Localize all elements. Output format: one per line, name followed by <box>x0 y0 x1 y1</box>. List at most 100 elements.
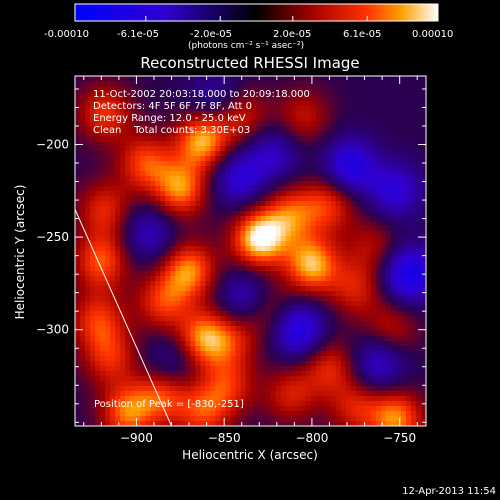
heatmap-cell <box>140 401 146 407</box>
heatmap-cell <box>285 331 292 337</box>
heatmap-cell <box>295 116 302 122</box>
heatmap-cell <box>320 246 327 252</box>
heatmap-cell <box>205 366 211 372</box>
heatmap-cell <box>105 331 111 337</box>
heatmap-cell <box>305 126 312 132</box>
heatmap-cell <box>290 166 297 172</box>
heatmap-cell <box>100 226 106 232</box>
heatmap-cell <box>345 386 352 392</box>
heatmap-cell <box>330 81 337 87</box>
heatmap-cell <box>335 256 342 262</box>
heatmap-cell <box>365 141 372 147</box>
heatmap-cell <box>360 366 367 372</box>
heatmap-cell <box>205 421 211 426</box>
heatmap-cell <box>260 96 267 102</box>
heatmap-cell <box>170 286 176 292</box>
heatmap-cell <box>415 136 422 142</box>
heatmap-cell <box>280 296 287 302</box>
heatmap-cell <box>420 416 426 422</box>
heatmap-cell <box>250 191 257 197</box>
heatmap-cell <box>160 211 166 217</box>
heatmap-cell <box>115 291 121 297</box>
heatmap-cell <box>400 376 407 382</box>
heatmap-cell <box>350 271 357 277</box>
heatmap-cell <box>395 86 402 92</box>
heatmap-cell <box>380 381 387 387</box>
heatmap-cell <box>380 116 387 122</box>
heatmap-cell <box>360 326 367 332</box>
heatmap-cell <box>165 196 171 202</box>
heatmap-cell <box>210 116 216 122</box>
heatmap-cell <box>285 241 292 247</box>
heatmap-cell <box>170 351 176 357</box>
heatmap-cell <box>220 351 227 357</box>
heatmap-cell <box>350 91 357 97</box>
heatmap-cell <box>140 241 146 247</box>
heatmap-cell <box>160 241 166 247</box>
heatmap-cell <box>315 311 322 317</box>
heatmap-cell <box>220 261 227 267</box>
heatmap-cell <box>135 251 141 257</box>
heatmap-cell <box>180 106 186 112</box>
heatmap-cell <box>210 401 216 407</box>
heatmap-cell <box>380 201 387 207</box>
heatmap-cell <box>95 371 101 377</box>
heatmap-cell <box>350 246 357 252</box>
heatmap-cell <box>120 411 126 417</box>
heatmap-cell <box>90 416 96 422</box>
heatmap-cell <box>315 316 322 322</box>
heatmap-cell <box>390 91 397 97</box>
heatmap-cell <box>165 321 171 327</box>
heatmap-cell <box>310 286 317 292</box>
heatmap-cell <box>360 126 367 132</box>
heatmap-cell <box>250 266 257 272</box>
heatmap-cell <box>300 146 307 152</box>
heatmap-cell <box>200 216 206 222</box>
heatmap-cell <box>320 206 327 212</box>
heatmap-cell <box>340 166 347 172</box>
heatmap-cell <box>135 266 141 272</box>
heatmap-cell <box>215 241 222 247</box>
heatmap-cell <box>410 176 417 182</box>
heatmap-cell <box>225 366 232 372</box>
heatmap-cell <box>380 86 387 92</box>
heatmap-cell <box>345 381 352 387</box>
heatmap-cell <box>365 171 372 177</box>
heatmap-cell <box>200 171 206 177</box>
heatmap-cell <box>265 176 272 182</box>
heatmap-cell <box>100 396 106 402</box>
heatmap-cell <box>260 361 267 367</box>
heatmap-cell <box>215 301 222 307</box>
heatmap-cell <box>150 126 156 132</box>
heatmap-cell <box>295 386 302 392</box>
heatmap-cell <box>380 111 387 117</box>
heatmap-cell <box>335 316 342 322</box>
heatmap-cell <box>190 186 196 192</box>
heatmap-cell <box>390 376 397 382</box>
heatmap-cell <box>85 226 91 232</box>
heatmap-cell <box>160 291 166 297</box>
heatmap-cell <box>340 216 347 222</box>
heatmap-cell <box>125 266 131 272</box>
heatmap-cell <box>360 221 367 227</box>
heatmap-cell <box>410 76 417 82</box>
heatmap-cell <box>150 201 156 207</box>
heatmap-cell <box>120 151 126 157</box>
heatmap-cell <box>305 291 312 297</box>
heatmap-cell <box>285 371 292 377</box>
heatmap-cell <box>240 231 247 237</box>
heatmap-cell <box>305 401 312 407</box>
heatmap-cell <box>310 106 317 112</box>
heatmap-cell <box>210 186 216 192</box>
heatmap-cell <box>390 421 397 426</box>
heatmap-cell <box>265 191 272 197</box>
heatmap-cell <box>365 416 372 422</box>
heatmap-cell <box>230 181 237 187</box>
heatmap-cell <box>340 206 347 212</box>
heatmap-cell <box>250 376 257 382</box>
heatmap-cell <box>380 241 387 247</box>
heatmap-cell <box>75 181 81 187</box>
heatmap-cell <box>125 171 131 177</box>
heatmap-cell <box>145 161 151 167</box>
